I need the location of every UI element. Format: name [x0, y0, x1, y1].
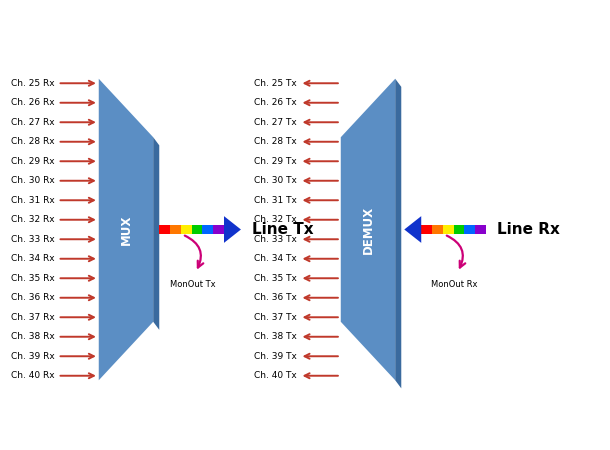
- Text: Ch. 29 Tx: Ch. 29 Tx: [254, 157, 296, 166]
- Bar: [170, 225, 181, 234]
- Text: Ch. 26 Tx: Ch. 26 Tx: [254, 98, 296, 107]
- Text: Ch. 34 Rx: Ch. 34 Rx: [11, 254, 55, 263]
- Text: Ch. 39 Tx: Ch. 39 Tx: [254, 352, 296, 361]
- Polygon shape: [341, 79, 395, 380]
- Text: Ch. 37 Tx: Ch. 37 Tx: [254, 313, 296, 322]
- Text: MonOut Tx: MonOut Tx: [170, 280, 215, 289]
- Text: Ch. 28 Tx: Ch. 28 Tx: [254, 137, 296, 146]
- Text: Ch. 29 Rx: Ch. 29 Rx: [11, 157, 55, 166]
- Text: Ch. 31 Tx: Ch. 31 Tx: [254, 196, 296, 205]
- Polygon shape: [404, 216, 422, 243]
- Polygon shape: [395, 79, 401, 388]
- Text: Ch. 30 Rx: Ch. 30 Rx: [11, 176, 55, 185]
- Text: Ch. 32 Tx: Ch. 32 Tx: [254, 215, 296, 224]
- Text: Ch. 32 Rx: Ch. 32 Rx: [11, 215, 55, 224]
- Text: Ch. 25 Tx: Ch. 25 Tx: [254, 79, 296, 88]
- Text: Ch. 38 Tx: Ch. 38 Tx: [254, 332, 296, 341]
- Bar: [203, 225, 214, 234]
- Bar: [464, 225, 475, 234]
- Text: Ch. 33 Rx: Ch. 33 Rx: [11, 235, 55, 244]
- Text: Ch. 36 Rx: Ch. 36 Rx: [11, 293, 55, 302]
- Text: Ch. 33 Tx: Ch. 33 Tx: [254, 235, 296, 244]
- Bar: [159, 225, 170, 234]
- Bar: [422, 225, 432, 234]
- Text: Ch. 26 Rx: Ch. 26 Rx: [11, 98, 55, 107]
- Text: MonOut Rx: MonOut Rx: [431, 280, 478, 289]
- Text: Line Tx: Line Tx: [252, 222, 314, 237]
- Text: Ch. 38 Rx: Ch. 38 Rx: [11, 332, 55, 341]
- Bar: [443, 225, 454, 234]
- Bar: [475, 225, 486, 234]
- Text: Ch. 40 Tx: Ch. 40 Tx: [254, 371, 296, 380]
- Bar: [454, 225, 464, 234]
- Bar: [181, 225, 192, 234]
- Text: Ch. 28 Rx: Ch. 28 Rx: [11, 137, 55, 146]
- Text: Ch. 35 Rx: Ch. 35 Rx: [11, 274, 55, 283]
- Text: Ch. 40 Rx: Ch. 40 Rx: [11, 371, 55, 380]
- Text: Ch. 27 Rx: Ch. 27 Rx: [11, 118, 55, 127]
- Text: Ch. 31 Rx: Ch. 31 Rx: [11, 196, 55, 205]
- Text: Ch. 37 Rx: Ch. 37 Rx: [11, 313, 55, 322]
- Polygon shape: [99, 79, 153, 380]
- Polygon shape: [153, 137, 159, 330]
- Text: MUX: MUX: [120, 214, 132, 245]
- Text: Ch. 36 Tx: Ch. 36 Tx: [254, 293, 296, 302]
- Text: Line Rx: Line Rx: [497, 222, 560, 237]
- Text: Ch. 39 Rx: Ch. 39 Rx: [11, 352, 55, 361]
- Polygon shape: [224, 216, 241, 243]
- Text: DEMUX: DEMUX: [362, 206, 375, 253]
- Text: Ch. 27 Tx: Ch. 27 Tx: [254, 118, 296, 127]
- Text: Ch. 34 Tx: Ch. 34 Tx: [254, 254, 296, 263]
- Bar: [192, 225, 203, 234]
- Text: Ch. 35 Tx: Ch. 35 Tx: [254, 274, 296, 283]
- Bar: [214, 225, 224, 234]
- Text: Ch. 25 Rx: Ch. 25 Rx: [11, 79, 55, 88]
- Text: Ch. 30 Tx: Ch. 30 Tx: [254, 176, 296, 185]
- Bar: [432, 225, 443, 234]
